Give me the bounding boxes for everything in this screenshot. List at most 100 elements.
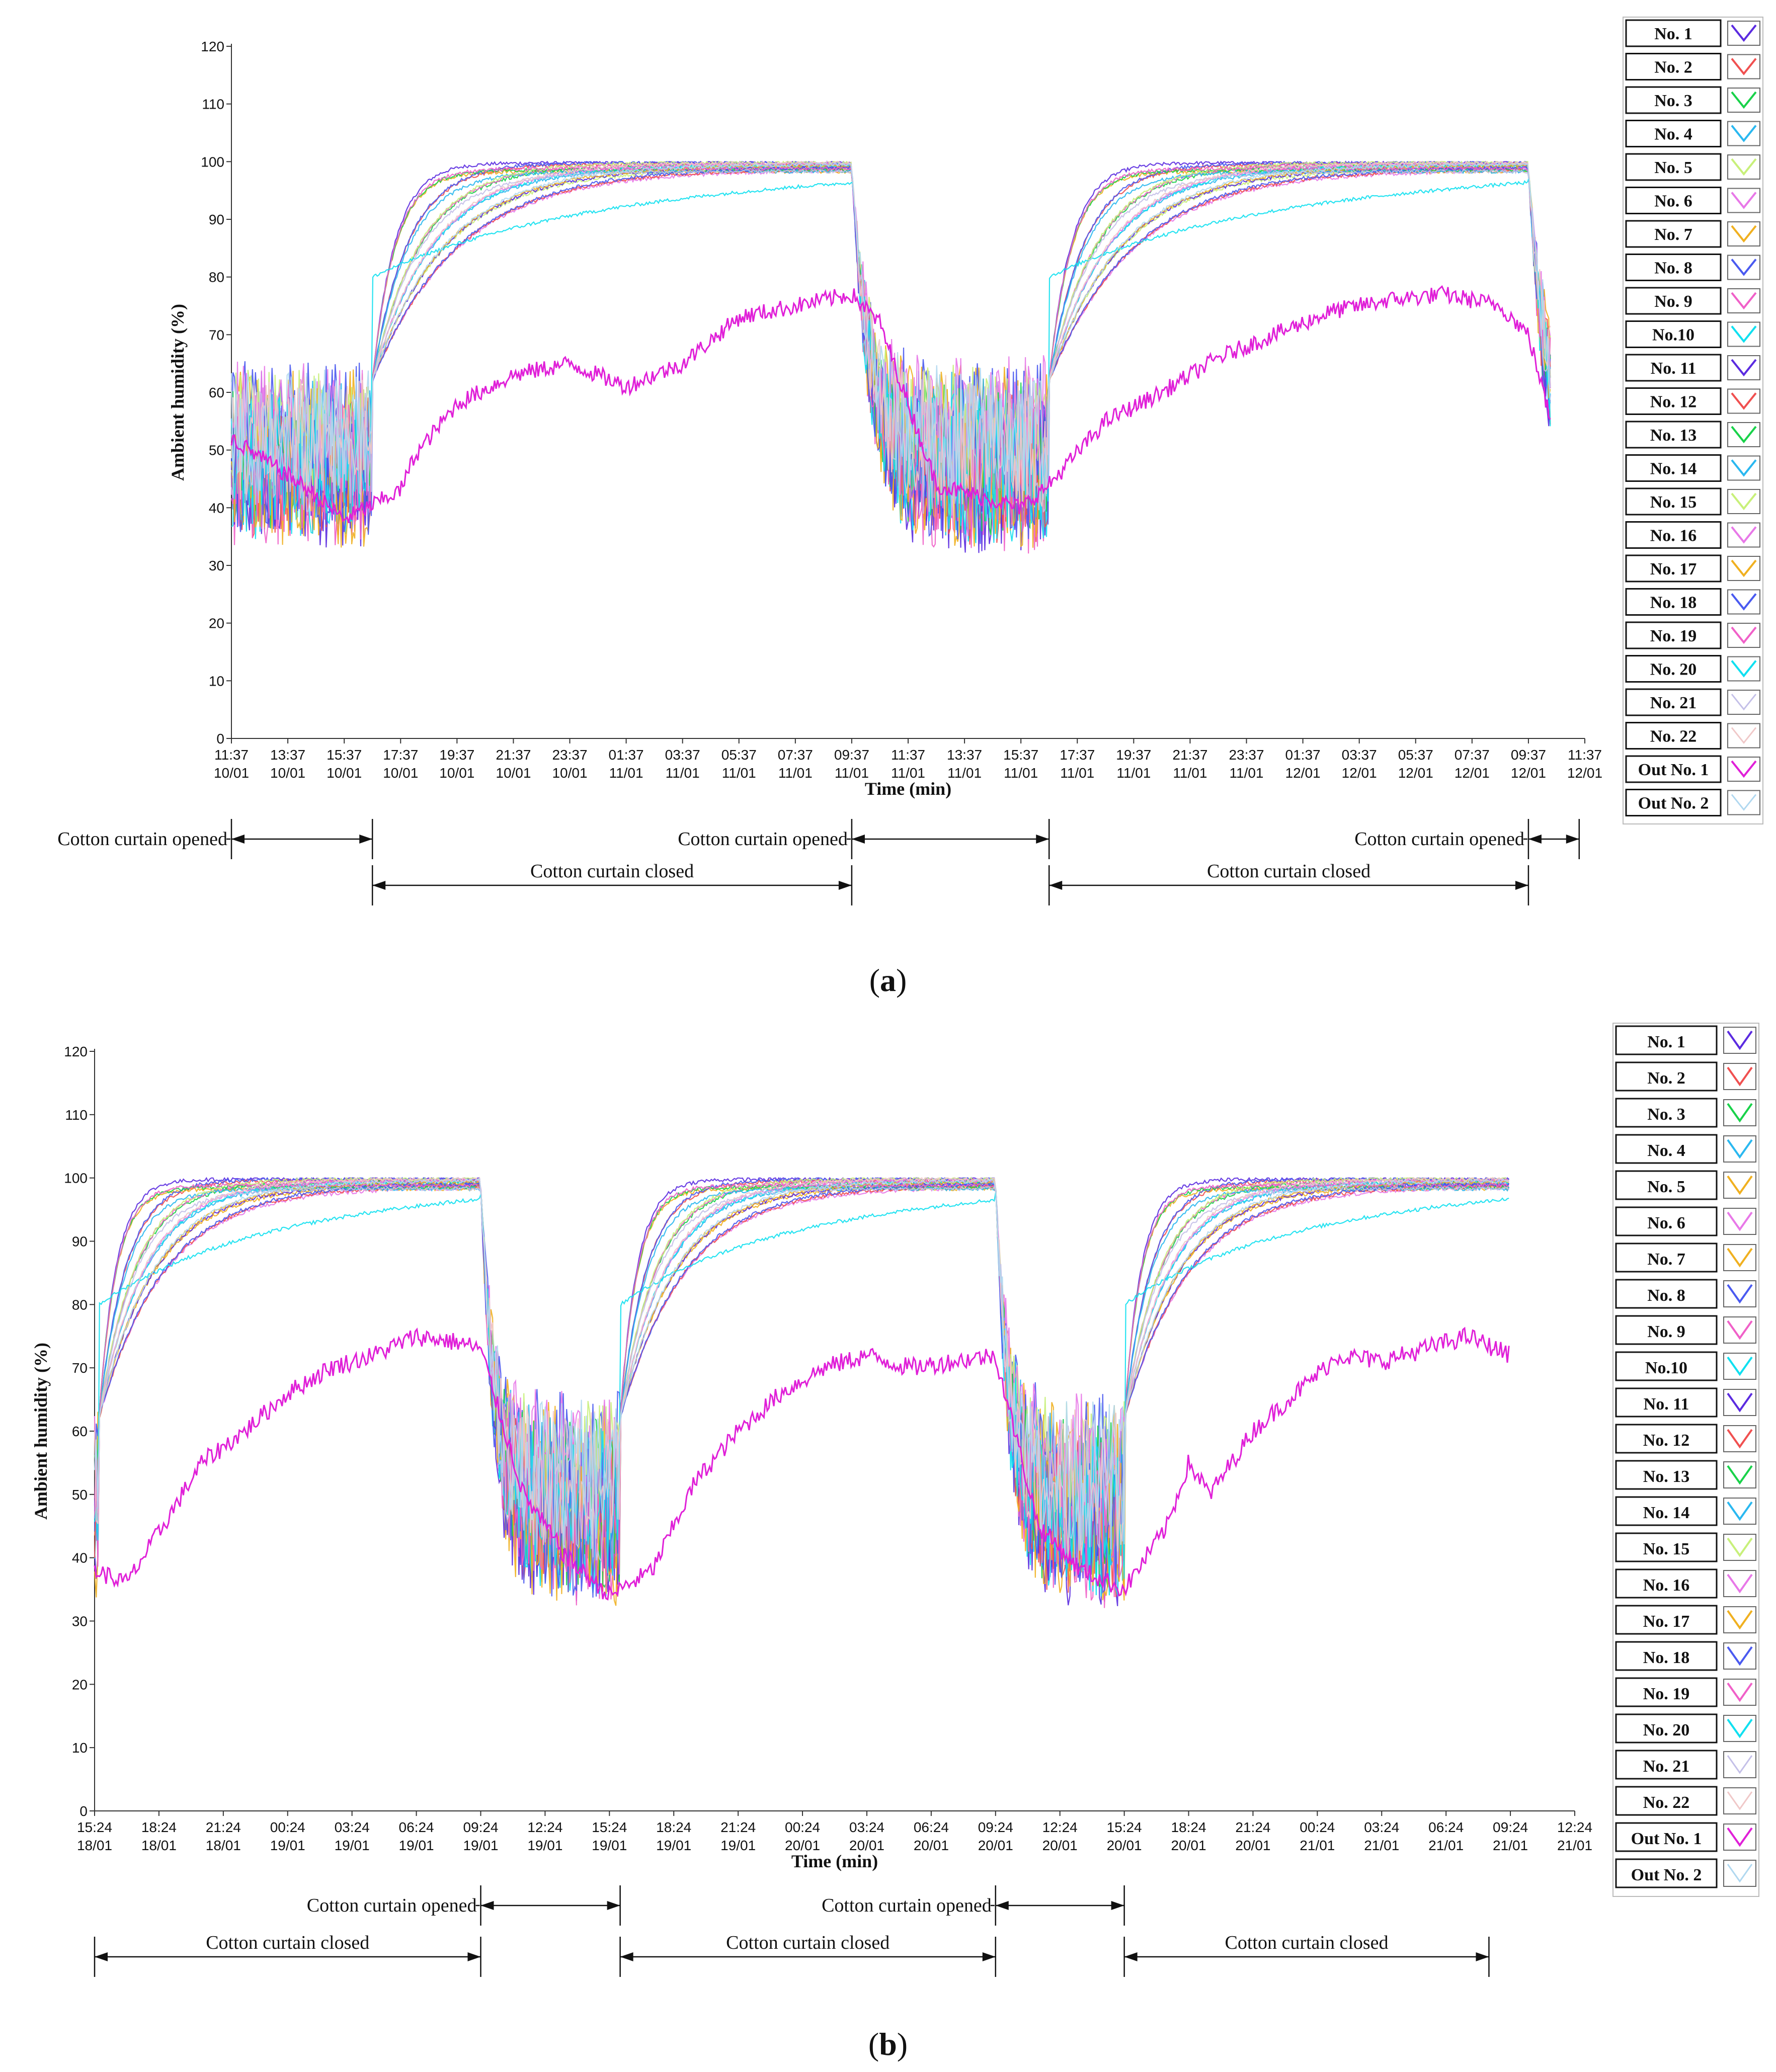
panel-b-curtain-arrowhead-right bbox=[467, 1952, 481, 1961]
panel-b-legend-swatch bbox=[1727, 1682, 1753, 1702]
panel-b-legend-label: No. 22 bbox=[1643, 1793, 1690, 1812]
panel-a-legend-swatch-box bbox=[1727, 388, 1760, 414]
panel-a-legend: No. 1 No. 2 No. 3 No. 4 No. 5 No. 6 No. 7 No. 8… bbox=[1623, 17, 1763, 824]
panel-b-legend-label: No. 11 bbox=[1644, 1395, 1689, 1414]
panel-b-x-tick-date: 20/01 bbox=[914, 1838, 949, 1853]
panel-b-curtain-label: Cotton curtain opened bbox=[822, 1895, 992, 1916]
panel-a-curtain-label: Cotton curtain opened bbox=[678, 828, 848, 850]
panel-b-legend-swatch bbox=[1727, 1139, 1753, 1159]
panel-a-x-tick-time: 01:37 bbox=[1285, 747, 1321, 763]
panel-b-x-tick-date: 20/01 bbox=[1171, 1838, 1206, 1853]
panel-a-legend-swatch bbox=[1731, 58, 1757, 75]
panel-a-legend-label-box bbox=[1625, 254, 1722, 281]
panel-b-legend-label: No. 17 bbox=[1643, 1612, 1690, 1631]
panel-a-legend-label: No. 7 bbox=[1654, 225, 1692, 244]
panel-b-x-tick-date: 19/01 bbox=[527, 1838, 562, 1853]
panel-a-curtain-arrowhead-right bbox=[359, 835, 373, 844]
panel-a-x-tick-date: 11/01 bbox=[666, 765, 700, 781]
panel-a-legend-label: No. 17 bbox=[1650, 560, 1697, 578]
panel-b-x-tick-date: 21/01 bbox=[1428, 1838, 1464, 1853]
panel-b-series-line-7 bbox=[94, 1185, 1510, 1550]
panel-b-legend-label-box bbox=[1615, 1424, 1718, 1454]
panel-a-legend-label: Out No. 1 bbox=[1638, 761, 1709, 779]
panel-b-legend-label-box bbox=[1615, 1206, 1718, 1236]
panel-b-legend: No. 1 No. 2 No. 3 No. 4 No. 5 No. 6 No. 7 No. 8… bbox=[1612, 1023, 1759, 1897]
panel-b-x-tick-date: 18/01 bbox=[206, 1838, 241, 1853]
panel-a-legend-swatch bbox=[1731, 459, 1757, 477]
panel-a-legend-swatch bbox=[1731, 694, 1757, 711]
panel-b-curtain-arrowhead-left bbox=[480, 1901, 494, 1910]
panel-a-legend-label-box bbox=[1625, 521, 1722, 549]
panel-b-x-tick-time: 00:24 bbox=[270, 1819, 305, 1835]
panel-b-x-tick-date: 20/01 bbox=[849, 1838, 884, 1853]
panel-b-legend-label-box bbox=[1615, 1061, 1718, 1092]
panel-b-legend-label: No. 7 bbox=[1647, 1250, 1685, 1269]
panel-a-legend-swatch bbox=[1731, 292, 1757, 310]
panel-b-y-tick-label: 50 bbox=[72, 1487, 88, 1503]
panel-b-legend-label-box bbox=[1615, 1460, 1718, 1490]
panel-a-legend-label-box bbox=[1625, 287, 1722, 315]
panel-a-curtain-label: Cotton curtain closed bbox=[530, 861, 694, 882]
panel-b-legend-label-box bbox=[1615, 1677, 1718, 1707]
panel-a-legend-label: No.10 bbox=[1652, 326, 1694, 345]
panel-b-legend-label: No. 13 bbox=[1643, 1467, 1690, 1486]
panel-a-x-tick-time: 21:37 bbox=[496, 747, 531, 763]
panel-b-x-tick-time: 06:24 bbox=[1428, 1819, 1464, 1835]
panel-a-x-tick-time: 07:37 bbox=[778, 747, 813, 763]
panel-a-legend-swatch bbox=[1731, 91, 1757, 109]
panel-b-legend-swatch bbox=[1727, 1429, 1753, 1449]
panel-a-legend-label: No. 9 bbox=[1654, 292, 1692, 311]
panel-b-series-line-out-1 bbox=[94, 1327, 1510, 1601]
panel-b-legend-swatch-box bbox=[1723, 1787, 1756, 1814]
panel-b-x-tick-time: 03:24 bbox=[1364, 1819, 1399, 1835]
panel-b-x-tick-time: 12:24 bbox=[527, 1819, 562, 1835]
panel-b-legend-swatch bbox=[1727, 1646, 1753, 1666]
panel-b-x-tick-date: 18/01 bbox=[77, 1838, 112, 1853]
panel-b-legend-label: Out No. 1 bbox=[1631, 1830, 1702, 1848]
panel-b-curtain-arrowhead-right bbox=[607, 1901, 620, 1910]
panel-a-legend-label-box bbox=[1625, 220, 1722, 248]
panel-a-y-tick-label: 30 bbox=[209, 558, 224, 573]
panel-a-legend-swatch bbox=[1731, 526, 1757, 544]
panel-b-legend-label-box bbox=[1615, 1532, 1718, 1562]
panel-b-x-tick-time: 15:24 bbox=[592, 1819, 627, 1835]
panel-b-legend-swatch bbox=[1727, 1827, 1753, 1847]
panel-a-y-tick-label: 100 bbox=[201, 154, 224, 170]
panel-a-x-tick-time: 11:37 bbox=[214, 747, 249, 763]
panel-b-caption: (b) bbox=[868, 2026, 908, 2062]
panel-a-legend-label-box bbox=[1625, 655, 1722, 683]
panel-b-legend-label: No. 19 bbox=[1643, 1685, 1690, 1703]
panel-a-x-tick-date: 11/01 bbox=[1116, 765, 1151, 781]
panel-b-series-line-6 bbox=[94, 1185, 1509, 1560]
panel-a-legend-label: Out No. 2 bbox=[1638, 794, 1709, 813]
panel-b-legend-label: No. 3 bbox=[1647, 1105, 1685, 1124]
panel-b-x-tick-time: 06:24 bbox=[914, 1819, 949, 1835]
panel-a-y-tick-label: 0 bbox=[216, 731, 224, 747]
panel-b-series-line-8 bbox=[94, 1177, 1510, 1538]
panel-b-legend-label-box bbox=[1615, 1170, 1718, 1200]
panel-b-legend-label: No. 5 bbox=[1647, 1178, 1685, 1196]
panel-a-x-tick-date: 10/01 bbox=[214, 765, 249, 781]
panel-a-legend-swatch bbox=[1731, 192, 1757, 209]
panel-a-legend-label-box bbox=[1625, 354, 1722, 382]
panel-b-legend-swatch bbox=[1727, 1066, 1753, 1087]
panel-a-x-tick-date: 11/01 bbox=[1004, 765, 1038, 781]
panel-b-series-line-23 bbox=[94, 1178, 1509, 1551]
panel-b-series-line-17 bbox=[94, 1180, 1509, 1606]
panel-a-curtain-arrowhead-left bbox=[1049, 881, 1063, 890]
panel-b-legend-label-box bbox=[1615, 1786, 1718, 1816]
panel-a-x-tick-date: 10/01 bbox=[327, 765, 362, 781]
panel-a-x-tick-date: 10/01 bbox=[552, 765, 587, 781]
panel-a-x-tick-time: 13:37 bbox=[270, 747, 305, 763]
panel-b-legend-label: No. 2 bbox=[1647, 1069, 1685, 1088]
panel-a-x-tick-time: 21:37 bbox=[1172, 747, 1207, 763]
panel-a-legend-label: No. 21 bbox=[1650, 694, 1697, 712]
panel-a-series-line-20 bbox=[230, 177, 1551, 528]
panel-a-legend-label-box bbox=[1625, 722, 1722, 750]
panel-a-curtain-label: Cotton curtain opened bbox=[1354, 828, 1524, 850]
panel-a-legend-label-box bbox=[1625, 588, 1722, 616]
panel-a-legend-swatch bbox=[1731, 325, 1757, 343]
panel-a-legend-swatch-box bbox=[1727, 723, 1760, 749]
panel-b-legend-label: No.10 bbox=[1645, 1359, 1687, 1377]
